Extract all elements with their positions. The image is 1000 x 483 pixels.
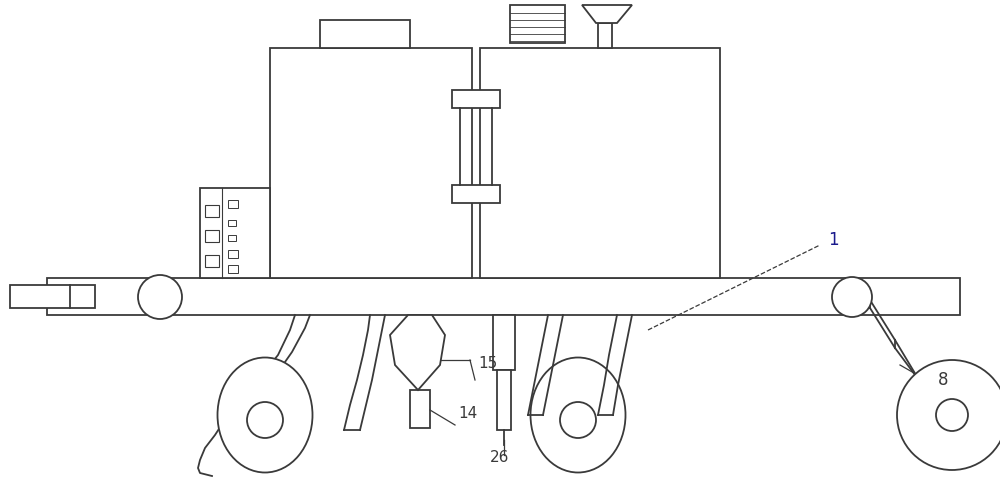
Text: 14: 14 [458,406,477,421]
Text: 15: 15 [478,356,497,371]
Bar [598,23,612,48]
Text: 1: 1 [828,231,839,249]
Bar [228,265,238,273]
Bar [47,278,960,315]
Bar [228,235,236,241]
Bar [270,48,472,278]
Bar [452,90,500,108]
Circle shape [560,402,596,438]
Circle shape [897,360,1000,470]
Circle shape [138,275,182,319]
Bar [205,255,219,267]
Bar [228,220,236,226]
Bar [228,200,238,208]
Ellipse shape [530,357,626,472]
Bar [493,315,515,370]
Text: 26: 26 [490,450,509,465]
Bar [228,250,238,258]
Polygon shape [582,5,632,23]
Circle shape [247,402,283,438]
Circle shape [832,277,872,317]
Bar [320,20,410,48]
Polygon shape [390,315,445,390]
Bar [452,185,500,203]
Bar [200,188,270,278]
Text: 8: 8 [938,371,948,389]
Bar [410,390,430,428]
Ellipse shape [218,357,312,472]
Bar [497,370,511,430]
Bar [10,285,95,308]
Circle shape [936,399,968,431]
Bar [510,5,565,43]
Bar [205,230,219,242]
Bar [480,48,720,278]
Bar [205,205,219,217]
